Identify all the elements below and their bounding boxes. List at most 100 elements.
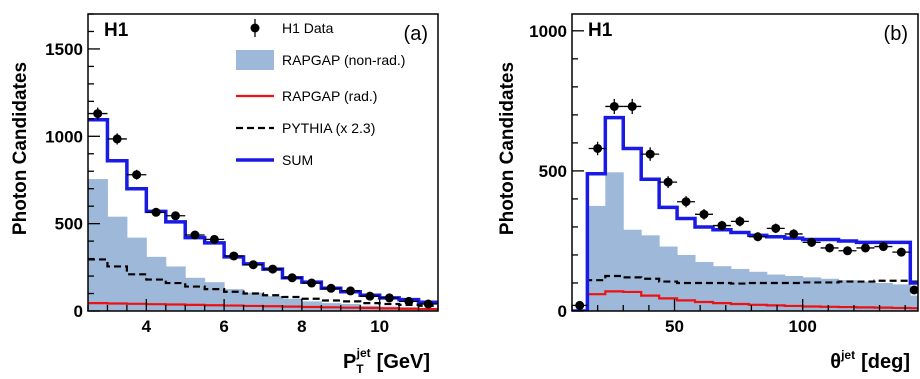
panel-b-nonrad-bar: [820, 278, 840, 311]
panel-a-y-axis-label: Photon Candidates: [10, 62, 31, 235]
panel-b-rapgap-rad-line: [572, 290, 918, 311]
panel-b-plot-area: [572, 98, 918, 311]
panel-a-data-point: [346, 286, 355, 296]
panel-a-x-label-unit: [GeV]: [377, 351, 430, 373]
panel-a-data-point: [287, 273, 297, 283]
panel-b-data-point: [735, 216, 745, 226]
panel-b-nonrad-bar: [784, 275, 804, 311]
panel-b-nonrad-bar: [659, 246, 678, 311]
panel-a-nonrad-bar: [204, 282, 225, 311]
panel-b-nonrad-bar: [892, 284, 911, 311]
panel-b-x-tick-label: 100: [788, 317, 816, 336]
legend-rad-label: RAPGAP (rad.): [282, 88, 377, 104]
panel-a-nonrad-bar: [243, 292, 264, 311]
panel-b-y-tick-label: 500: [539, 162, 567, 181]
panel-b-nonrad-bar: [605, 172, 624, 311]
panel-b-sum-line: [572, 115, 918, 311]
legend-data-label: H1 Data: [282, 20, 334, 36]
panel-a-y-tick-label: 0: [74, 302, 83, 321]
panel-a-nonrad-bar: [165, 266, 186, 311]
panel-b-data-point: [909, 285, 918, 295]
panel-a-nonrad-bar: [263, 296, 283, 311]
panel-b-data-point: [645, 149, 655, 159]
panel-b-y-axis-label: Photon Candidates: [497, 62, 518, 235]
panel-b-panel-label: (b): [884, 23, 908, 45]
panel-b-nonrad-bar: [874, 282, 893, 311]
panel-a-data-point: [326, 283, 336, 293]
panel-a-data-point: [307, 278, 317, 288]
panel-a-nonrad-bar: [146, 256, 167, 311]
panel-b-data-point: [878, 242, 888, 252]
panel-b-data-point: [717, 221, 727, 231]
panel-a-x-tick-label: 4: [142, 317, 152, 336]
panel-a-x-tick-label: 8: [297, 317, 306, 336]
panel-a-plot-area: [88, 107, 438, 311]
panel-b-nonrad-bar: [910, 295, 918, 311]
panel-a-data-point: [93, 109, 103, 119]
panel-a-sum-line: [88, 117, 438, 305]
panel-a-x-tick-label: 10: [370, 317, 389, 336]
panel-b-data-point: [771, 223, 781, 233]
panel-a-data-point: [209, 234, 219, 244]
panel-a-data-point: [248, 260, 258, 270]
panel-a-data-point: [229, 251, 239, 261]
panel-b-nonrad-bar: [838, 280, 857, 311]
panel-a-data-point: [171, 211, 180, 221]
panel-b-x-tick-label: 50: [665, 317, 684, 336]
panel-a-data-point: [268, 264, 278, 274]
legend-nonrad-label: RAPGAP (non-rad.): [282, 52, 405, 68]
legend-data-marker: [250, 23, 260, 33]
panel-b-nonrad-bar: [730, 268, 750, 311]
panel-b-nonrad-bar: [623, 229, 642, 311]
panel-a-data-point: [404, 296, 414, 306]
panel-a-data-point: [132, 170, 142, 180]
panel-a-nonrad-bar: [88, 179, 108, 311]
panel-a-y-tick-label: 500: [55, 215, 83, 234]
panel-b-nonrad-bar: [695, 261, 714, 311]
panel-b-nonrad-bar: [712, 266, 732, 311]
panel-b-x-label-main: θ: [830, 351, 841, 373]
panel-a-data-point: [151, 207, 161, 217]
panel-b-nonrad-bar: [748, 271, 768, 311]
panel-b-frame: [571, 13, 919, 312]
panel-a-nonrad-bar: [185, 277, 206, 311]
panel-b-nonrad-bar: [856, 281, 875, 311]
panel-a-x-label-sub: T: [356, 362, 364, 376]
panel-b-data-point: [609, 101, 619, 111]
panel-a-panel-label: (a): [404, 23, 428, 45]
legend-sum-label: SUM: [282, 152, 313, 168]
panel-b-data-point: [860, 243, 870, 253]
panel-b-data-point: [699, 209, 709, 219]
panel-b-x-label-unit: [deg]: [861, 351, 910, 373]
panel-b-data-point: [663, 177, 673, 187]
panel-a-x-axis-label: PTjet [GeV]: [343, 346, 430, 376]
panel-b-data-point: [896, 247, 906, 257]
panel-a-y-tick-label: 1500: [45, 40, 83, 59]
panel-b-pythia-line: [572, 274, 918, 311]
panel-a-x-label-main: P: [343, 351, 356, 373]
panel-a-nonrad-bar: [126, 237, 147, 311]
panel-a-x-label-sup: jet: [356, 346, 371, 360]
legend-pythia-label: PYTHIA (x 2.3): [282, 120, 375, 136]
panel-a-y-tick-label: 1000: [45, 127, 83, 146]
panel-b-data-point: [681, 197, 691, 207]
panel-b-y-tick-label: 0: [558, 302, 567, 321]
panel-b-data-point: [593, 143, 603, 153]
panel-a-x-tick-label: 6: [219, 317, 228, 336]
panel-b-data-point: [825, 243, 835, 253]
panel-a-nonrad-bar: [282, 298, 303, 311]
panel-b-nonrad-bar: [802, 277, 822, 311]
panel-b-data-point: [789, 229, 799, 239]
panel-b-nonrad-bar: [641, 235, 660, 311]
panel-b-x-label-sup: jet: [840, 348, 855, 362]
panel-b-data-point: [753, 232, 763, 242]
panel-b-x-axis-label: θjet [deg]: [830, 348, 910, 373]
panel-b-nonrad-bar: [587, 205, 606, 311]
panel-b-data-point: [807, 237, 817, 247]
panel-a-data-point: [423, 299, 433, 309]
panel-a-data-point: [190, 230, 200, 240]
panel-b-data-point: [627, 101, 637, 111]
panel-a-nonrad-bar: [107, 216, 128, 311]
panel-a-data-point: [112, 134, 122, 144]
